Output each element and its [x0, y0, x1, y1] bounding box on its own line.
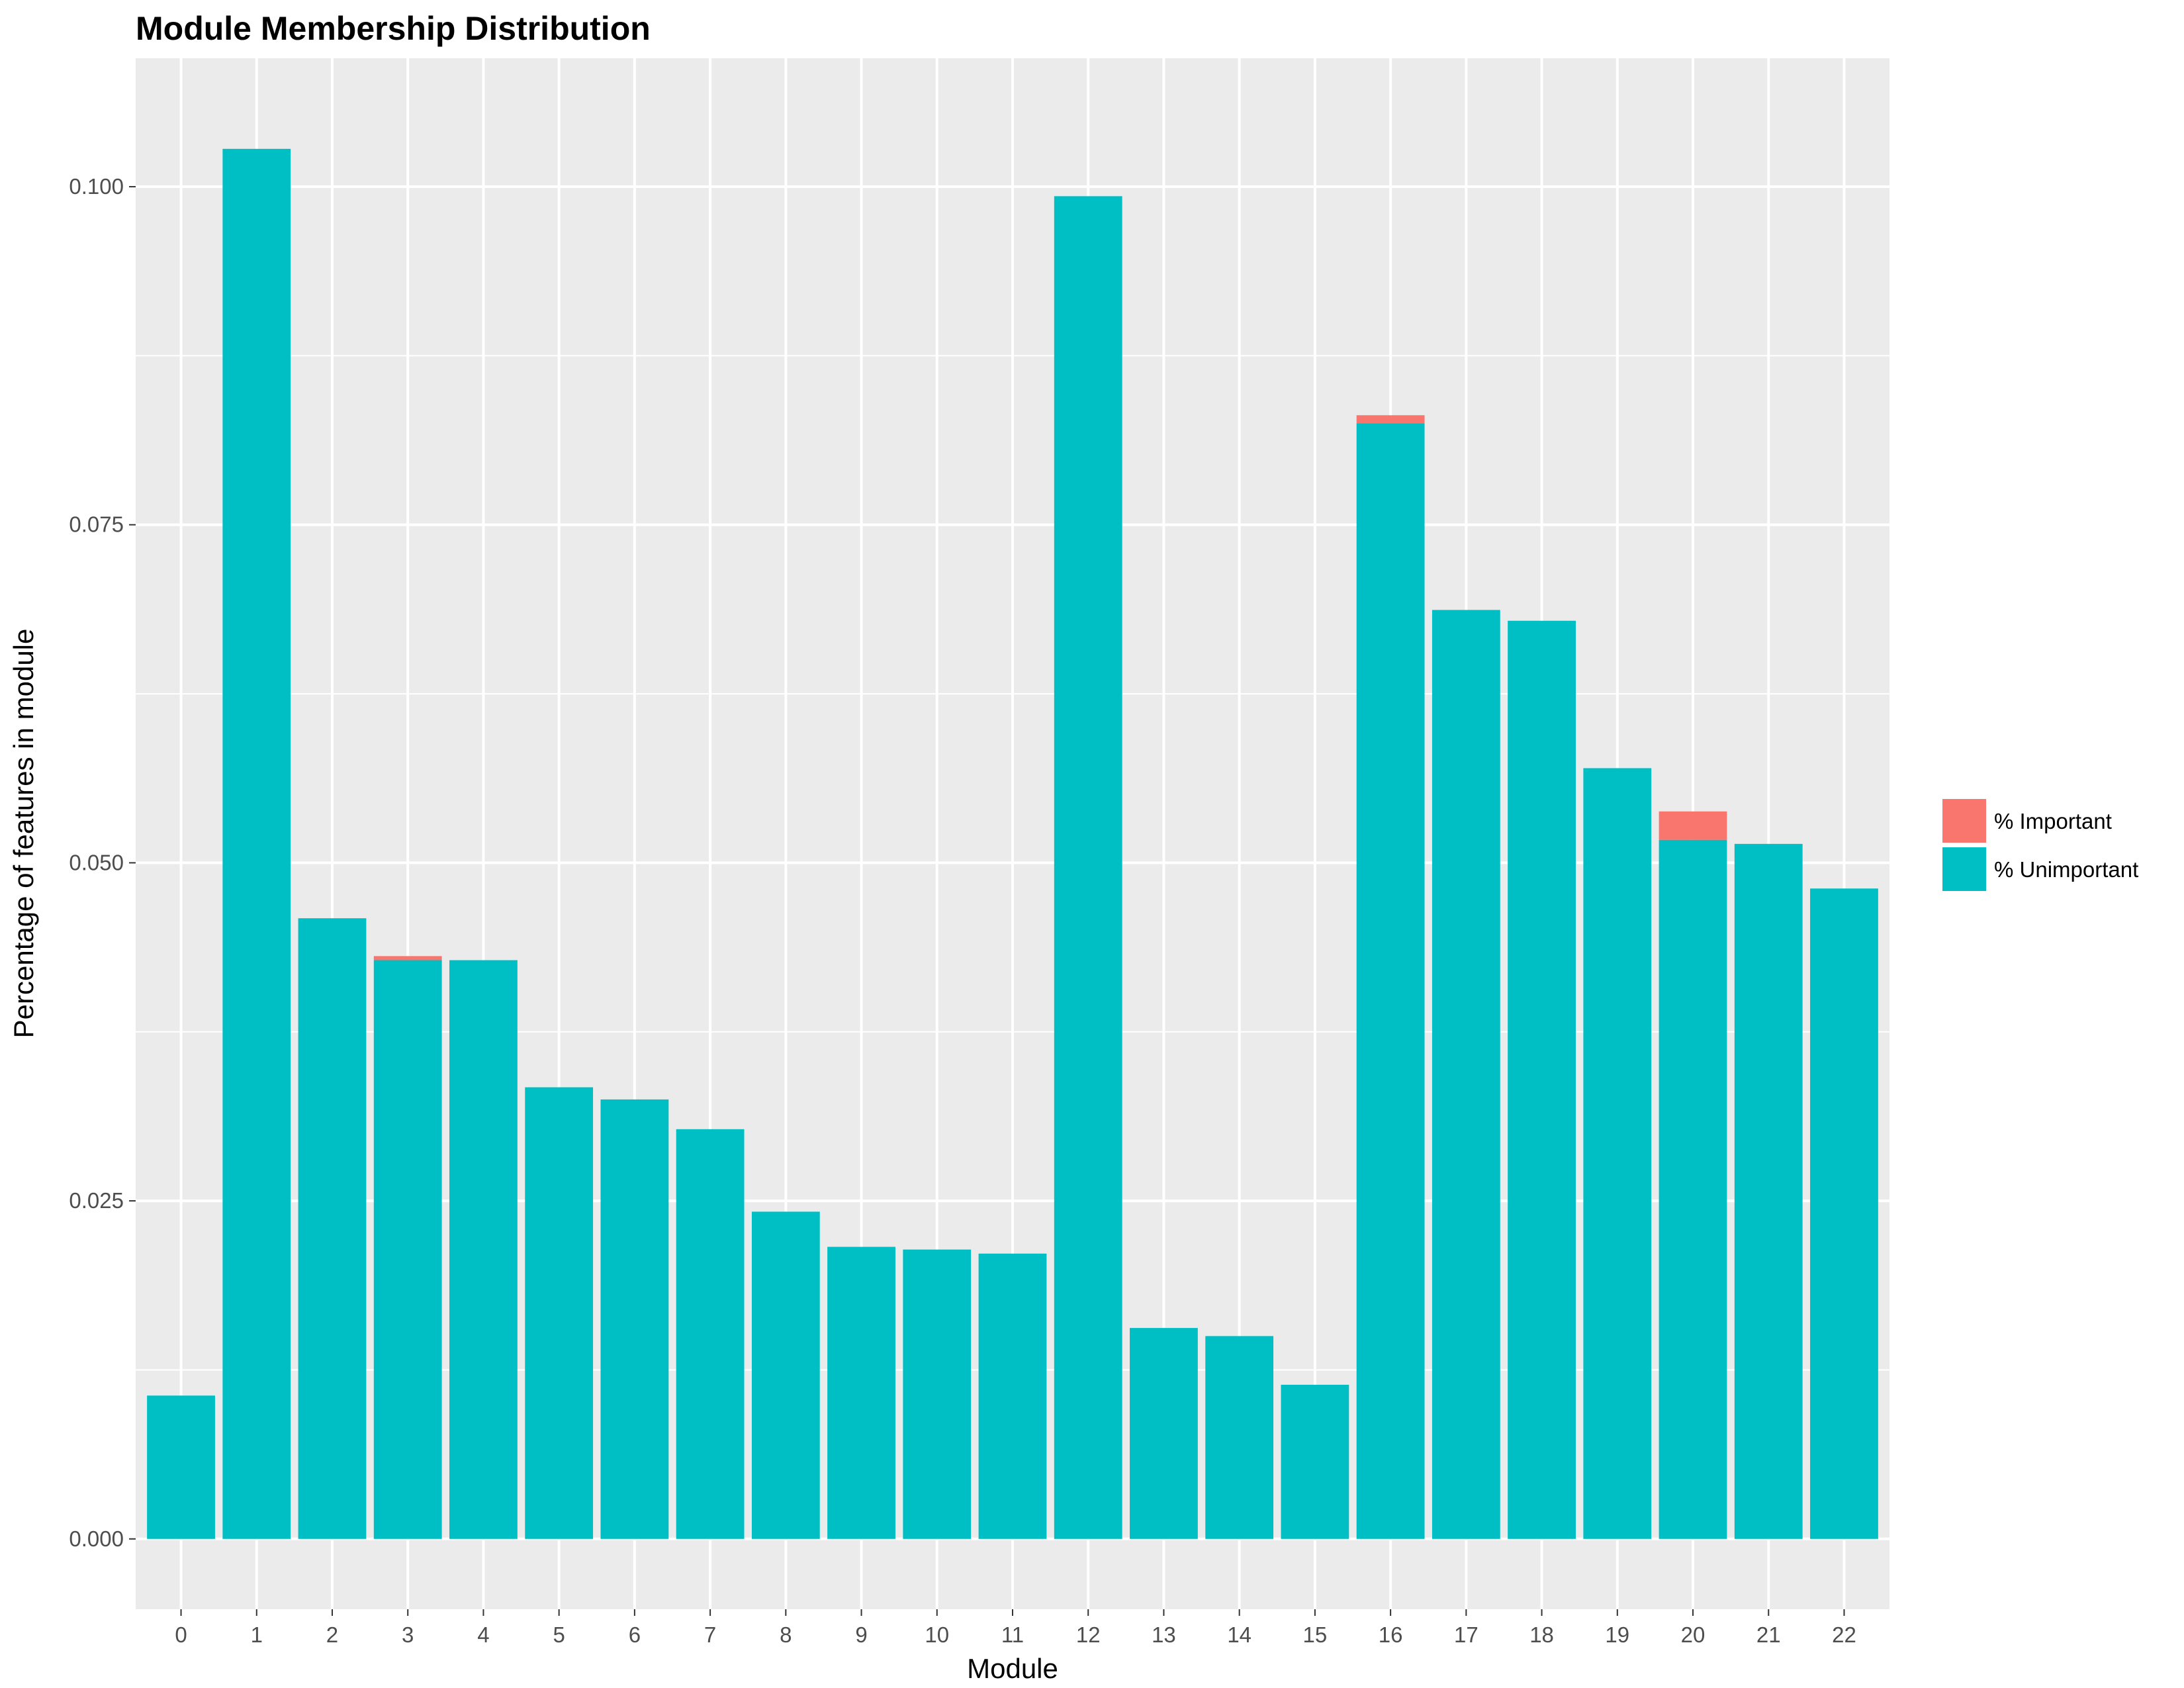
- legend-key: [1942, 799, 1986, 843]
- bar-unimportant-2: [298, 918, 367, 1539]
- x-tick-label: 13: [1152, 1622, 1176, 1647]
- x-tick-label: 22: [1832, 1622, 1856, 1647]
- x-tick-label: 11: [1001, 1622, 1024, 1647]
- bar-unimportant-9: [827, 1246, 895, 1539]
- x-tick-label: 4: [477, 1622, 489, 1647]
- x-tick-label: 20: [1681, 1622, 1706, 1647]
- y-tick-label: 0.000: [69, 1526, 124, 1551]
- y-axis: 0.000 0.025 0.050 0.075 0.100: [69, 174, 136, 1551]
- x-tick-label: 18: [1529, 1622, 1554, 1647]
- bar-important-16: [1356, 415, 1425, 424]
- x-tick-label: 5: [553, 1622, 565, 1647]
- bar-unimportant-4: [449, 960, 518, 1539]
- x-tick-label: 10: [925, 1622, 949, 1647]
- bar-unimportant-22: [1810, 888, 1878, 1539]
- x-tick-label: 19: [1605, 1622, 1629, 1647]
- x-axis: 0 1 2 3 4 5 6 7 8 9 10 11 12 13 14 15 16 17 18 19 20 21 22: [175, 1609, 1856, 1647]
- x-tick-label: 21: [1756, 1622, 1781, 1647]
- x-tick-label: 8: [780, 1622, 792, 1647]
- x-tick-label: 14: [1227, 1622, 1251, 1647]
- bar-unimportant-19: [1583, 768, 1652, 1539]
- bar-unimportant-20: [1659, 839, 1727, 1539]
- bar-unimportant-0: [147, 1395, 215, 1539]
- bar-unimportant-1: [222, 148, 291, 1539]
- legend-label: % Important: [1994, 809, 2112, 833]
- y-tick-label: 0.050: [69, 850, 124, 874]
- bar-important-20: [1659, 811, 1727, 840]
- x-tick-label: 0: [175, 1622, 187, 1647]
- x-tick-label: 7: [704, 1622, 716, 1647]
- bar-unimportant-5: [525, 1087, 594, 1539]
- x-tick-label: 16: [1379, 1622, 1403, 1647]
- legend-key: [1942, 847, 1986, 891]
- bar-unimportant-13: [1130, 1328, 1198, 1539]
- bar-unimportant-16: [1356, 423, 1425, 1539]
- bars: [147, 148, 1878, 1539]
- bar-unimportant-21: [1734, 843, 1803, 1539]
- bar-unimportant-11: [978, 1253, 1047, 1539]
- x-tick-label: 15: [1303, 1622, 1328, 1647]
- x-tick-label: 12: [1076, 1622, 1101, 1647]
- bar-important-3: [373, 956, 442, 961]
- y-tick-label: 0.100: [69, 174, 124, 199]
- bar-unimportant-7: [676, 1129, 745, 1539]
- bar-unimportant-12: [1054, 196, 1122, 1539]
- y-tick-label: 0.025: [69, 1188, 124, 1213]
- bar-unimportant-17: [1432, 610, 1500, 1539]
- chart-title: Module Membership Distribution: [136, 10, 651, 47]
- bar-unimportant-15: [1281, 1384, 1349, 1539]
- bar-unimportant-6: [600, 1099, 669, 1539]
- bar-unimportant-8: [751, 1211, 820, 1539]
- legend-label: % Unimportant: [1994, 857, 2138, 882]
- x-tick-label: 1: [251, 1622, 263, 1647]
- x-tick-label: 17: [1454, 1622, 1479, 1647]
- bar-unimportant-18: [1508, 620, 1576, 1539]
- bar-unimportant-14: [1205, 1336, 1274, 1539]
- x-axis-title: Module: [967, 1653, 1058, 1684]
- bar-unimportant-10: [903, 1249, 972, 1539]
- bar-unimportant-3: [373, 960, 442, 1539]
- y-axis-title: Percentage of features in module: [8, 629, 39, 1039]
- x-tick-label: 2: [326, 1622, 338, 1647]
- y-tick-label: 0.075: [69, 512, 124, 537]
- legend: % Important % Unimportant: [1942, 799, 2138, 891]
- x-tick-label: 3: [402, 1622, 414, 1647]
- x-tick-label: 6: [629, 1622, 641, 1647]
- x-tick-label: 9: [855, 1622, 867, 1647]
